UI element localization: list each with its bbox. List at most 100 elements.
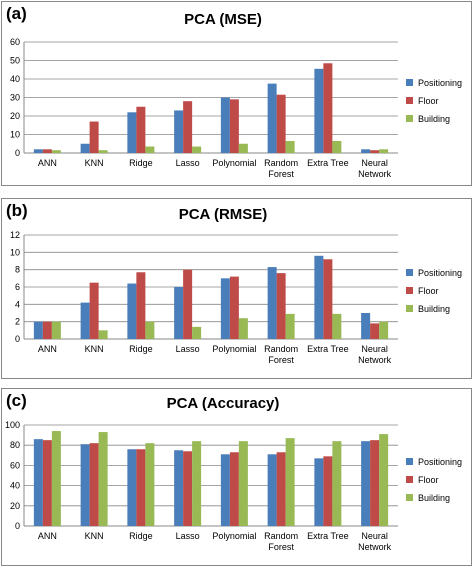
bar	[267, 454, 277, 526]
chart-rmse: PCA (RMSE) 0 2 4 6 8 10 12 ANN KNN Ridge Lasso Polyn…	[10, 206, 462, 365]
bar	[285, 313, 295, 339]
bar	[51, 321, 61, 339]
y-tick-label: 100	[5, 420, 20, 430]
bar	[370, 323, 380, 339]
legend-label: Building	[418, 493, 450, 503]
legend-label: Positioning	[418, 78, 462, 88]
bar	[136, 449, 146, 526]
bar	[51, 431, 61, 526]
bar	[136, 106, 146, 153]
legend-swatch	[406, 476, 413, 483]
bar	[145, 443, 155, 526]
legend-label: Building	[418, 114, 450, 124]
x-tick-label: Forest	[268, 355, 294, 365]
bar	[323, 63, 333, 153]
x-tick-label: Ridge	[129, 158, 153, 168]
bar	[361, 313, 371, 339]
bar	[33, 149, 43, 153]
bar	[145, 146, 155, 153]
x-tick-label: Extra Tree	[307, 158, 349, 168]
x-tick-label: Polynomial	[212, 531, 256, 541]
bar	[136, 272, 146, 339]
x-tick-label: ANN	[38, 158, 57, 168]
bar	[238, 143, 248, 153]
y-tick-label: 50	[10, 56, 20, 66]
x-tick-label: ANN	[38, 344, 57, 354]
bar	[51, 150, 61, 153]
legend-swatch	[406, 494, 413, 501]
bar	[145, 321, 155, 339]
bar	[98, 330, 108, 339]
y-tick-label: 30	[10, 93, 20, 103]
y-tick-label: 80	[10, 440, 20, 450]
legend-label: Floor	[418, 286, 439, 296]
bar	[379, 149, 389, 153]
x-tick-label: Ridge	[129, 344, 153, 354]
panel-mse: (a) PCA (MSE) 0 10 20 30 40 50 60 ANN KNN Ridge Las…	[1, 1, 472, 186]
y-tick-label: 60	[10, 460, 20, 470]
x-tick-label: Network	[358, 542, 392, 552]
x-tick-label: Neural	[361, 531, 388, 541]
bar	[183, 451, 193, 526]
x-tick-label: Lasso	[176, 531, 200, 541]
x-tick-label: Polynomial	[212, 344, 256, 354]
bar	[267, 267, 277, 339]
bar	[276, 273, 286, 339]
bar	[192, 441, 202, 526]
bar	[370, 150, 380, 153]
bar	[285, 140, 295, 153]
bar	[323, 456, 333, 526]
bar	[174, 287, 184, 339]
bar	[42, 149, 52, 153]
bar	[80, 302, 90, 339]
bar	[285, 438, 295, 526]
bar	[370, 440, 380, 526]
bar	[127, 283, 137, 339]
y-tick-label: 4	[15, 299, 20, 309]
x-tick-label: Network	[358, 355, 392, 365]
y-tick-label: 40	[10, 74, 20, 84]
x-tick-label: Polynomial	[212, 158, 256, 168]
bar	[174, 110, 184, 153]
x-tick-label: ANN	[38, 531, 57, 541]
bar	[220, 454, 230, 526]
x-tick-label: Random	[264, 344, 298, 354]
x-tick-label: Lasso	[176, 158, 200, 168]
y-tick-label: 0	[15, 148, 20, 158]
bar	[276, 452, 286, 526]
y-tick-label: 8	[15, 265, 20, 275]
y-tick-label: 20	[10, 501, 20, 511]
chart-title: PCA (MSE)	[184, 11, 262, 28]
bar	[42, 321, 52, 339]
bar	[80, 444, 90, 526]
bar	[238, 441, 248, 526]
bar	[267, 83, 277, 153]
bar	[276, 94, 286, 153]
legend-swatch	[406, 115, 413, 122]
panel-accuracy: (c) PCA (Accuracy) 0 20 40 60 80 100 ANN KNN Ridg…	[1, 388, 472, 566]
bar	[332, 313, 342, 339]
legend-swatch	[406, 269, 413, 276]
bar	[379, 321, 389, 339]
x-tick-label: KNN	[85, 344, 104, 354]
legend-label: Positioning	[418, 457, 462, 467]
bar	[314, 68, 324, 153]
bar	[238, 318, 248, 339]
bar	[361, 149, 371, 153]
legend-swatch	[406, 79, 413, 86]
bar	[220, 278, 230, 339]
bar	[127, 112, 137, 153]
bar	[127, 449, 137, 526]
y-tick-label: 10	[10, 247, 20, 257]
bar	[89, 443, 99, 526]
bar	[89, 121, 99, 153]
x-tick-label: Random	[264, 158, 298, 168]
bar	[192, 146, 202, 153]
bar	[89, 282, 99, 339]
panel-label: (b)	[6, 201, 28, 220]
x-tick-label: Extra Tree	[307, 531, 349, 541]
legend-label: Floor	[418, 96, 439, 106]
y-tick-label: 2	[15, 317, 20, 327]
chart-mse: PCA (MSE) 0 10 20 30 40 50 60 ANN KNN Ridge Lasso Po…	[10, 11, 462, 179]
y-tick-label: 6	[15, 282, 20, 292]
